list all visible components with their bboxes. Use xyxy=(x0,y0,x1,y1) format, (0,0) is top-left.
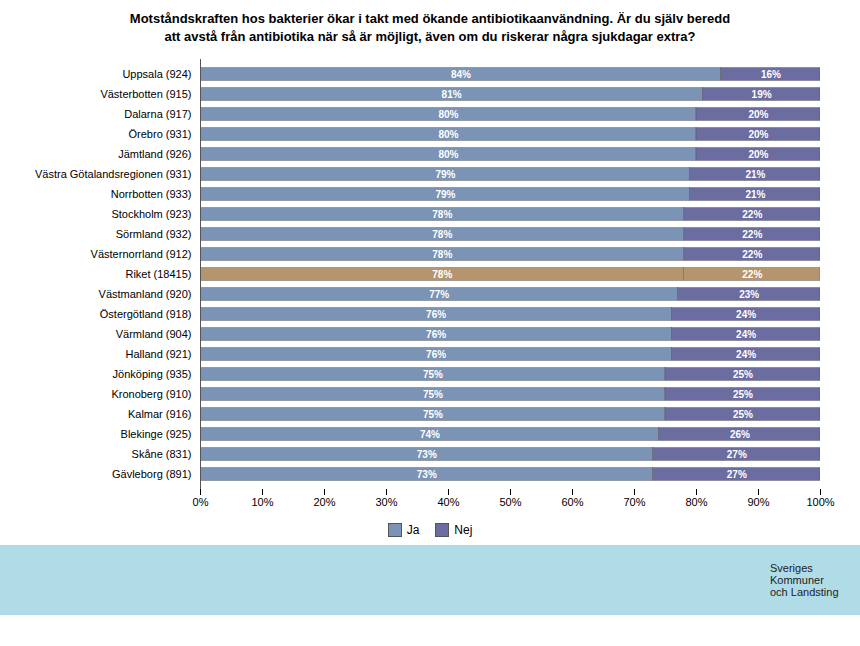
svg-text:73%: 73% xyxy=(417,469,437,480)
html-text:Ja: Ja xyxy=(406,523,420,538)
svg-text:73%: 73% xyxy=(417,449,437,460)
svg-text:22%: 22% xyxy=(742,209,762,220)
svg-text:80%: 80% xyxy=(438,149,458,160)
svg-text:Gävleborg (891): Gävleborg (891) xyxy=(112,468,192,480)
svg-text:84%: 84% xyxy=(451,69,471,80)
svg-text:50%: 50% xyxy=(499,496,521,508)
svg-text:22%: 22% xyxy=(742,229,762,240)
svg-text:78%: 78% xyxy=(432,229,452,240)
svg-text:80%: 80% xyxy=(685,496,707,508)
svg-text:24%: 24% xyxy=(736,349,756,360)
svg-text:20%: 20% xyxy=(313,496,335,508)
svg-text:Halland (921): Halland (921) xyxy=(125,348,191,360)
svg-text:77%: 77% xyxy=(429,289,449,300)
svg-text:30%: 30% xyxy=(375,496,397,508)
svg-text:25%: 25% xyxy=(733,389,753,400)
svg-text:76%: 76% xyxy=(426,349,446,360)
svg-text:80%: 80% xyxy=(438,129,458,140)
svg-text:Norrbotten (933): Norrbotten (933) xyxy=(111,188,192,200)
svg-text:75%: 75% xyxy=(423,409,443,420)
svg-text:75%: 75% xyxy=(423,389,443,400)
svg-text:Dalarna (917): Dalarna (917) xyxy=(124,108,191,120)
svg-text:Stockholm (923): Stockholm (923) xyxy=(111,208,191,220)
svg-text:79%: 79% xyxy=(435,169,455,180)
svg-text:Västernorrland (912): Västernorrland (912) xyxy=(91,248,192,260)
svg-text:60%: 60% xyxy=(561,496,583,508)
svg-text:Jämtland (926): Jämtland (926) xyxy=(118,148,191,160)
svg-text:Skåne (831): Skåne (831) xyxy=(132,448,192,460)
svg-text:100%: 100% xyxy=(806,496,834,508)
svg-text:23%: 23% xyxy=(739,289,759,300)
svg-text:Blekinge (925): Blekinge (925) xyxy=(121,428,192,440)
svg-text:81%: 81% xyxy=(442,89,462,100)
svg-text:25%: 25% xyxy=(733,369,753,380)
svg-text:Västerbotten (915): Västerbotten (915) xyxy=(100,88,191,100)
svg-text:76%: 76% xyxy=(426,309,446,320)
svg-text:25%: 25% xyxy=(733,409,753,420)
svg-text:Uppsala (924): Uppsala (924) xyxy=(122,68,191,80)
svg-text:21%: 21% xyxy=(745,169,765,180)
svg-text:16%: 16% xyxy=(761,69,781,80)
svg-text:24%: 24% xyxy=(736,329,756,340)
svg-text:75%: 75% xyxy=(423,369,443,380)
svg-text:Västra Götalandsregionen (931): Västra Götalandsregionen (931) xyxy=(35,168,192,180)
svg-text:Örebro (931): Örebro (931) xyxy=(129,128,192,140)
svg-text:22%: 22% xyxy=(742,249,762,260)
svg-text:24%: 24% xyxy=(736,309,756,320)
svg-text:Östergötland (918): Östergötland (918) xyxy=(100,308,192,320)
html-text:Sveriges Kommuner och Landstin: Sveriges Kommuner och Landsting xyxy=(770,562,839,599)
svg-text:10%: 10% xyxy=(251,496,273,508)
svg-text:21%: 21% xyxy=(745,189,765,200)
html-text:Nej: Nej xyxy=(454,523,473,538)
svg-text:Jönköping (935): Jönköping (935) xyxy=(113,368,192,380)
svg-text:20%: 20% xyxy=(748,129,768,140)
svg-text:Riket (18415): Riket (18415) xyxy=(125,268,191,280)
svg-text:27%: 27% xyxy=(727,469,747,480)
svg-text:Värmland (904): Värmland (904) xyxy=(116,328,192,340)
svg-text:26%: 26% xyxy=(730,429,750,440)
svg-text:74%: 74% xyxy=(420,429,440,440)
svg-text:20%: 20% xyxy=(748,149,768,160)
svg-text:80%: 80% xyxy=(438,109,458,120)
svg-text:Kalmar (916): Kalmar (916) xyxy=(128,408,192,420)
svg-text:70%: 70% xyxy=(623,496,645,508)
svg-text:78%: 78% xyxy=(432,249,452,260)
svg-text:78%: 78% xyxy=(432,209,452,220)
svg-text:27%: 27% xyxy=(727,449,747,460)
svg-text:19%: 19% xyxy=(752,89,772,100)
html-text:Motståndskraften hos bakterier: Motståndskraften hos bakterier ökar i ta… xyxy=(129,11,731,44)
svg-text:40%: 40% xyxy=(437,496,459,508)
svg-text:90%: 90% xyxy=(747,496,769,508)
svg-text:79%: 79% xyxy=(435,189,455,200)
svg-text:0%: 0% xyxy=(193,496,209,508)
svg-text:Sörmland (932): Sörmland (932) xyxy=(116,228,192,240)
svg-text:78%: 78% xyxy=(432,269,452,280)
svg-text:Västmanland (920): Västmanland (920) xyxy=(99,288,192,300)
svg-text:22%: 22% xyxy=(742,269,762,280)
svg-text:Kronoberg (910): Kronoberg (910) xyxy=(111,388,191,400)
svg-text:76%: 76% xyxy=(426,329,446,340)
svg-text:20%: 20% xyxy=(748,109,768,120)
